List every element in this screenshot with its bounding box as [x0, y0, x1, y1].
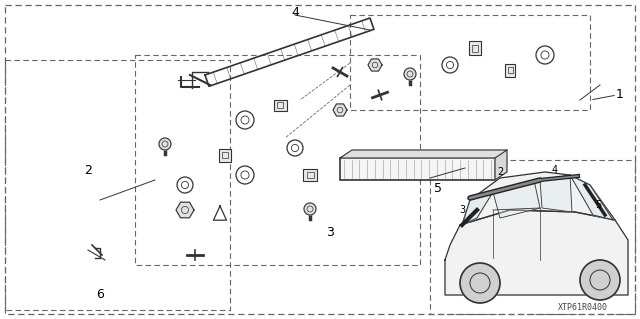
Text: 2: 2: [497, 167, 503, 177]
Text: 1: 1: [616, 88, 624, 101]
Polygon shape: [495, 150, 507, 180]
Polygon shape: [176, 202, 194, 218]
Polygon shape: [368, 59, 382, 71]
Bar: [219, 149, 231, 161]
Circle shape: [159, 138, 171, 150]
Bar: [303, 169, 317, 181]
Text: 6: 6: [96, 288, 104, 301]
Text: 4: 4: [552, 165, 558, 175]
Bar: [135, 55, 420, 265]
Bar: [472, 44, 478, 51]
Text: 4: 4: [291, 5, 299, 19]
Polygon shape: [570, 175, 613, 220]
Bar: [350, 15, 590, 110]
Polygon shape: [333, 104, 347, 116]
Text: 5: 5: [595, 200, 601, 210]
Text: XTP61R0400: XTP61R0400: [558, 302, 608, 311]
Polygon shape: [340, 150, 507, 158]
Polygon shape: [462, 192, 493, 225]
Circle shape: [304, 203, 316, 215]
Bar: [273, 100, 287, 110]
Bar: [469, 41, 481, 55]
Bar: [505, 63, 515, 77]
Text: 5: 5: [434, 182, 442, 195]
Circle shape: [460, 263, 500, 303]
Bar: [508, 67, 513, 73]
Polygon shape: [493, 180, 540, 218]
Bar: [307, 172, 314, 178]
Circle shape: [404, 68, 416, 80]
Polygon shape: [445, 210, 628, 295]
Bar: [276, 102, 284, 108]
Polygon shape: [540, 175, 572, 212]
Text: 2: 2: [84, 164, 92, 176]
Polygon shape: [460, 172, 615, 225]
Text: 3: 3: [326, 226, 334, 239]
Text: 3: 3: [459, 205, 465, 215]
Bar: [222, 152, 228, 158]
Bar: [340, 158, 495, 180]
Bar: [5, 60, 230, 310]
Bar: [430, 160, 635, 314]
Circle shape: [580, 260, 620, 300]
